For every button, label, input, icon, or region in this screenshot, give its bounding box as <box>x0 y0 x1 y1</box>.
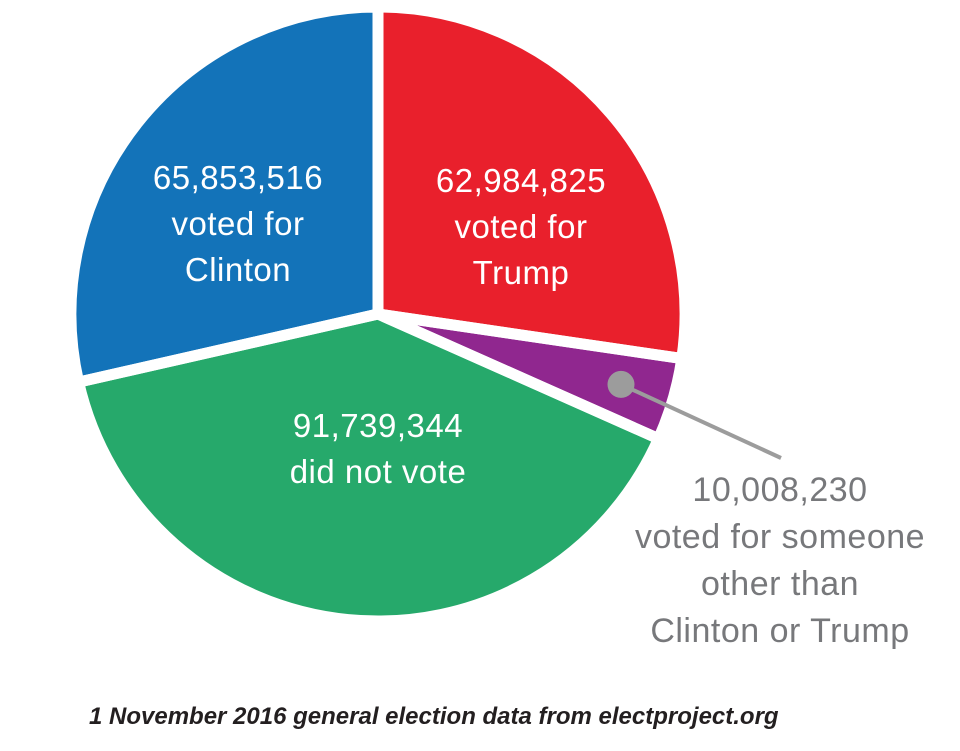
pie-slice-trump <box>378 6 686 359</box>
footnote: 1 November 2016 general election data fr… <box>89 703 779 730</box>
did-not-vote-label-line: did not vote <box>289 453 467 490</box>
trump-slice-label: 62,984,825 voted for Trump <box>436 158 606 296</box>
other-label-line: voted for someone <box>634 518 926 556</box>
clinton-slice-label: 65,853,516 voted for Clinton <box>153 155 323 293</box>
clinton-label-line: Clinton <box>184 251 292 288</box>
did-not-vote-value: 91,739,344 <box>292 407 464 444</box>
pie-slice-clinton <box>70 7 379 383</box>
pie-slice-gap <box>72 308 666 627</box>
other-label-line: other than <box>700 565 860 603</box>
callout-dot <box>607 370 635 398</box>
clinton-value: 65,853,516 <box>152 159 324 196</box>
callout-leader-line <box>620 382 782 460</box>
trump-value: 62,984,825 <box>435 162 607 199</box>
pie-slice-gap <box>372 1 691 365</box>
trump-label-line: voted for <box>454 208 588 245</box>
pie-slice-gap <box>65 1 384 389</box>
trump-label-line: Trump <box>472 254 570 291</box>
pie-slice-did_not_vote <box>78 314 659 622</box>
did-not-vote-slice-label: 91,739,344 did not vote <box>290 403 467 495</box>
clinton-label-line: voted for <box>171 205 305 242</box>
other-value: 10,008,230 <box>692 471 868 509</box>
other-callout-label: 10,008,230 voted for someone other than … <box>635 467 925 655</box>
other-label-line: Clinton or Trump <box>650 612 910 650</box>
